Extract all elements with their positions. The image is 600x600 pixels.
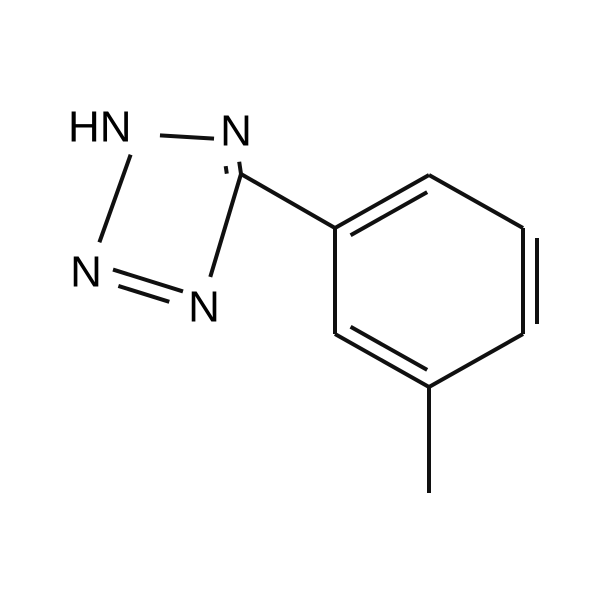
atom-label-N: N: [188, 282, 220, 331]
bond-line: [429, 175, 523, 228]
bond-line: [210, 174, 241, 277]
atom-label-N: N: [70, 247, 102, 296]
atom-label-HN: HN: [68, 102, 132, 151]
bond-line: [99, 155, 130, 243]
bond-line: [429, 334, 523, 387]
bond-line: [226, 166, 227, 174]
bond-line: [335, 175, 429, 228]
bond-line: [335, 334, 429, 387]
molecule-diagram: N HN N N: [0, 0, 600, 600]
atom-label-N: N: [220, 106, 252, 155]
bond-line: [239, 162, 241, 174]
bond-line: [241, 174, 335, 228]
bond-line: [160, 135, 214, 138]
bond-line: [118, 286, 169, 302]
